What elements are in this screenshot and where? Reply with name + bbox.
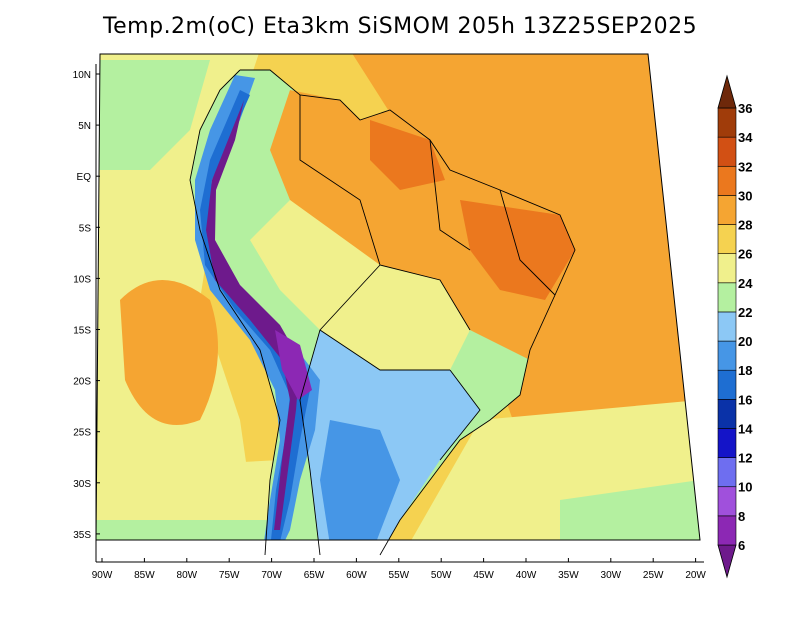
colorbar-label: 10 xyxy=(738,480,752,495)
colorbar-label: 6 xyxy=(738,538,745,553)
pacific-south-cool xyxy=(96,520,290,540)
lon-label: 60W xyxy=(346,570,367,581)
colorbar-label: 34 xyxy=(738,130,753,145)
colorbar-segment xyxy=(717,282,737,313)
lon-label: 45W xyxy=(473,570,494,581)
colorbar: 6 8 10 12 14 16 18 20 22 24 26 28 30 32 34 36 xyxy=(717,74,753,579)
pacific-cool-north xyxy=(96,60,210,170)
lon-label: 90W xyxy=(92,570,113,581)
lat-label: 10S xyxy=(73,274,91,285)
colorbar-label: 24 xyxy=(738,276,753,291)
pacific-warm-patch xyxy=(120,280,218,425)
lon-label: 20W xyxy=(685,570,706,581)
map-frame xyxy=(95,53,701,541)
colorbar-segment xyxy=(717,457,737,488)
lon-label: 65W xyxy=(304,570,325,581)
colorbar-label: 20 xyxy=(738,334,752,349)
colorbar-segment xyxy=(717,165,737,196)
colorbar-segment xyxy=(717,486,737,517)
lon-label: 35W xyxy=(558,570,579,581)
colorbar-label: 26 xyxy=(738,247,752,262)
colorbar-segment xyxy=(717,428,737,458)
atlantic-south-cool xyxy=(560,480,700,540)
colorbar-label: 22 xyxy=(738,305,752,320)
lon-label: 80W xyxy=(177,570,198,581)
colorbar-segment xyxy=(717,253,737,284)
andes-coldest-core xyxy=(206,100,300,530)
colorbar-label: 36 xyxy=(738,101,752,116)
colorbar-label: 8 xyxy=(738,509,745,524)
colorbar-min-arrow xyxy=(717,544,737,579)
lon-label: 70W xyxy=(261,570,282,581)
lon-label: 25W xyxy=(643,570,664,581)
colorbar-max-arrow xyxy=(717,74,737,109)
lon-label: 55W xyxy=(389,570,410,581)
colorbar-segment xyxy=(717,369,737,400)
lon-label: 40W xyxy=(516,570,537,581)
colorbar-label: 18 xyxy=(738,363,752,378)
land-south-cold xyxy=(320,420,400,540)
map-title: Temp.2m(oC) Eta3km SiSMOM 205h 13Z25SEP2… xyxy=(102,14,698,39)
colorbar-label: 12 xyxy=(738,451,752,466)
colorbar-segment xyxy=(717,136,737,167)
coastline-outline xyxy=(189,69,576,556)
colorbar-segment xyxy=(717,340,737,371)
colorbar-segment xyxy=(717,195,737,225)
lon-label: 50W xyxy=(431,570,452,581)
land-central-field xyxy=(250,200,470,370)
temperature-field xyxy=(96,54,700,540)
lat-label: 20S xyxy=(73,377,91,388)
lon-label: 85W xyxy=(134,570,155,581)
colorbar-label: 30 xyxy=(738,188,752,203)
colorbar-label: 14 xyxy=(738,421,753,436)
lat-label: 25S xyxy=(73,428,91,439)
lat-label: 10N xyxy=(73,70,91,81)
colorbar-segment xyxy=(717,515,737,546)
lat-label: EQ xyxy=(77,172,92,183)
longitude-axis: 90W 85W 80W 75W 70W 65W 60W 55W 50W 45W 40W 35W 30W 2… xyxy=(92,558,706,581)
latitude-axis: 10N 5N EQ 5S 10S 15S 20S 25S 30S 35S xyxy=(73,70,100,541)
lat-label: 5S xyxy=(79,223,92,234)
land-hot-north xyxy=(370,120,445,190)
colorbar-label: 32 xyxy=(738,159,752,174)
pacific-south-field xyxy=(96,460,290,540)
lat-label: 35S xyxy=(73,530,91,541)
lat-label: 15S xyxy=(73,326,91,337)
lon-label: 30W xyxy=(601,570,622,581)
lon-label: 75W xyxy=(219,570,240,581)
lat-label: 5N xyxy=(78,121,91,132)
colorbar-segment xyxy=(717,399,737,429)
colorbar-label: 16 xyxy=(738,392,752,407)
colorbar-segment xyxy=(717,107,737,138)
land-warm-north xyxy=(270,90,575,360)
altiplano-cold-patch xyxy=(275,330,312,400)
colorbar-segment xyxy=(717,224,737,254)
lat-label: 30S xyxy=(73,479,91,490)
colorbar-segment xyxy=(717,311,737,342)
colorbar-label: 28 xyxy=(738,218,752,233)
